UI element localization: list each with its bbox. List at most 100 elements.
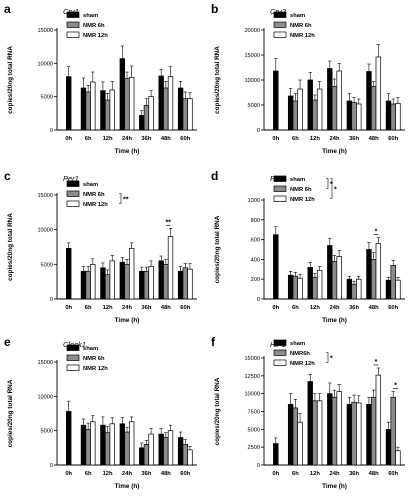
x-tick-label: 12h bbox=[310, 136, 320, 142]
y-tick-label: 15000 bbox=[244, 356, 260, 362]
bar-nmr-6h bbox=[124, 78, 130, 131]
bar-sham bbox=[100, 424, 106, 466]
legend-label: NMR 12h bbox=[290, 361, 315, 367]
legend-label: sham bbox=[290, 177, 305, 183]
y-axis-label: copies/20ng total RNA bbox=[214, 377, 221, 445]
legend-label: NMR 12h bbox=[290, 33, 315, 39]
bar-nmr-6h bbox=[163, 437, 169, 466]
bar-nmr-6h bbox=[143, 270, 150, 300]
bar-nmr-12h bbox=[148, 266, 154, 300]
bar-nmr-6h bbox=[85, 428, 91, 466]
x-tick-label: 0h bbox=[65, 471, 72, 477]
bar-nmr-6h bbox=[351, 401, 357, 466]
x-tick-label: 60h bbox=[388, 136, 398, 142]
bar-nmr-6h bbox=[292, 100, 299, 131]
x-tick-label: 24h bbox=[330, 136, 340, 142]
x-tick-label: 60h bbox=[388, 305, 398, 311]
bar-sham bbox=[80, 424, 87, 466]
bar-nmr-6h bbox=[143, 444, 150, 466]
legend-swatch bbox=[273, 185, 287, 192]
bar-sham bbox=[327, 245, 333, 300]
y-tick-label: 15000 bbox=[37, 193, 53, 199]
bar-nmr-6h bbox=[143, 104, 150, 131]
bar-nmr-6h bbox=[182, 98, 188, 131]
y-tick-label: 12500 bbox=[244, 374, 260, 380]
y-axis-label: copies/20ng total RNA bbox=[7, 213, 14, 281]
y-tick-label: 800 bbox=[251, 218, 260, 224]
bar-nmr-12h bbox=[128, 76, 135, 131]
bar-sham bbox=[327, 393, 333, 466]
x-tick-label: 6h bbox=[292, 471, 299, 477]
bar-nmr-12h bbox=[356, 402, 362, 466]
bar-nmr-12h bbox=[148, 433, 154, 466]
bar-sham bbox=[307, 79, 313, 131]
y-tick-label: 0 bbox=[257, 297, 260, 303]
legend-swatch bbox=[273, 11, 287, 18]
x-tick-label: 24h bbox=[122, 305, 132, 311]
gene-title: Cry1 bbox=[63, 7, 79, 16]
bar-nmr-6h bbox=[124, 431, 130, 466]
bar-sham bbox=[100, 90, 106, 131]
significance-mark: * bbox=[394, 383, 397, 390]
panel-letter: f bbox=[211, 335, 216, 349]
legend-swatch bbox=[273, 195, 287, 202]
bar-nmr-6h bbox=[104, 432, 111, 466]
x-tick-label: 60h bbox=[180, 305, 190, 311]
bar-sham bbox=[80, 270, 87, 300]
bar-sham bbox=[346, 404, 353, 466]
bar-nmr-12h bbox=[356, 278, 362, 300]
bar-sham bbox=[177, 437, 184, 466]
x-tick-label: 48h bbox=[161, 305, 171, 311]
gene-title: Clock1 bbox=[63, 340, 86, 349]
bar-nmr-12h bbox=[297, 421, 303, 466]
y-tick-label: 10000 bbox=[37, 61, 53, 67]
x-tick-label: 12h bbox=[310, 305, 320, 311]
legend-swatch bbox=[66, 180, 80, 187]
bar-sham bbox=[177, 87, 184, 131]
y-tick-label: 0 bbox=[50, 463, 53, 469]
bar-sham bbox=[158, 433, 164, 466]
y-tick-label: 10000 bbox=[244, 392, 260, 398]
x-axis-label: Time (h) bbox=[322, 483, 347, 490]
y-tick-label: 2500 bbox=[248, 445, 260, 451]
legend-label: sham bbox=[83, 13, 98, 19]
y-axis-label: copies/20ng total RNA bbox=[214, 46, 221, 114]
panel-letter: b bbox=[211, 2, 218, 16]
legend-label: NMR 12h bbox=[83, 366, 108, 372]
y-tick-label: 0 bbox=[50, 297, 53, 303]
panel-letter: a bbox=[4, 2, 11, 16]
bar-nmr-12h bbox=[128, 248, 135, 300]
legend-swatch bbox=[273, 349, 287, 356]
x-tick-label: 12h bbox=[103, 471, 113, 477]
bar-nmr-12h bbox=[90, 81, 96, 131]
bar-nmr-12h bbox=[336, 391, 342, 466]
legend-label: NMR 6h bbox=[290, 23, 312, 29]
legend-swatch bbox=[66, 344, 80, 351]
panel-b: b Cry2 0 5000 10000 15000 20000 copies/20ng tot… bbox=[211, 2, 405, 155]
y-tick-label: 0 bbox=[50, 128, 53, 134]
bar-nmr-6h bbox=[182, 267, 188, 300]
bar-nmr-12h bbox=[187, 449, 193, 466]
x-tick-label: 36h bbox=[141, 471, 151, 477]
bar-nmr-12h bbox=[297, 88, 303, 131]
bar-nmr-12h bbox=[375, 374, 382, 466]
x-tick-label: 36h bbox=[349, 471, 359, 477]
bar-nmr-12h bbox=[167, 76, 174, 131]
bar-nmr-6h bbox=[85, 91, 91, 131]
x-tick-label: 0h bbox=[272, 471, 279, 477]
bar-sham bbox=[346, 100, 353, 131]
x-tick-label: 60h bbox=[180, 136, 190, 142]
bar-nmr-6h bbox=[292, 407, 299, 466]
y-tick-label: 10000 bbox=[37, 228, 53, 234]
x-tick-label: 0h bbox=[65, 136, 72, 142]
panel-a: a Cry1 0 5000 10000 15000 copies/20ng total RN… bbox=[4, 2, 197, 155]
bar-nmr-6h bbox=[331, 86, 338, 131]
bar-nmr-12h bbox=[128, 421, 135, 466]
gene-title: Cry2 bbox=[270, 7, 287, 16]
x-tick-label: 24h bbox=[122, 471, 132, 477]
legend-swatch bbox=[66, 190, 80, 197]
panel-d: dPer202004006008001000copies/20ng total … bbox=[211, 169, 405, 324]
y-tick-label: 7500 bbox=[248, 410, 260, 416]
bar-sham bbox=[66, 248, 72, 300]
